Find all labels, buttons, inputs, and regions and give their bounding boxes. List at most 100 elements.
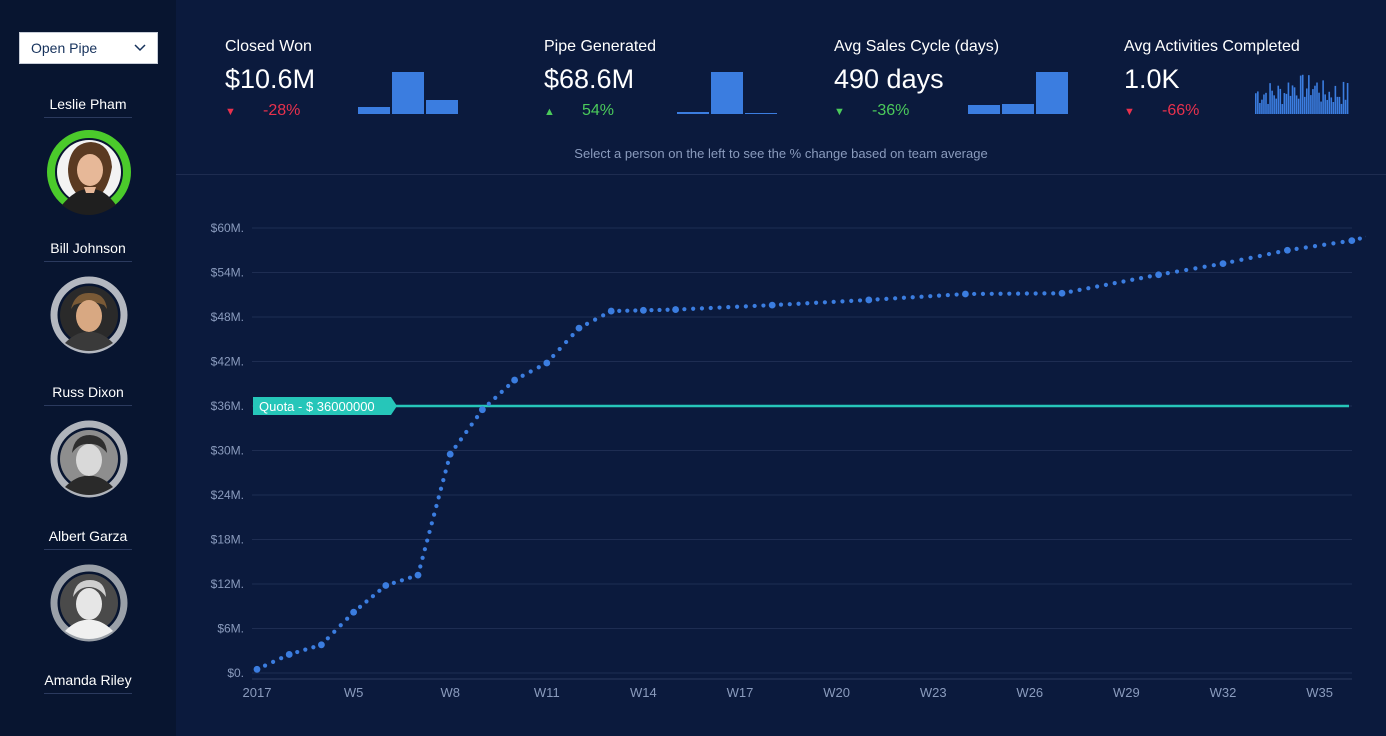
line-dot — [954, 292, 959, 297]
line-dot — [752, 303, 757, 309]
person-name-russ[interactable]: Russ Dixon — [44, 384, 132, 406]
kpi-title: Avg Sales Cycle (days) — [834, 38, 1000, 55]
data-point[interactable] — [1058, 289, 1066, 297]
line-dot — [1357, 236, 1362, 241]
kpi-closed-won[interactable]: Closed Won $10.6M ▼ -28% — [225, 38, 515, 128]
avatar-russ[interactable] — [49, 419, 129, 499]
data-point[interactable] — [1284, 246, 1291, 254]
line-dot — [557, 346, 562, 352]
data-point[interactable] — [672, 306, 679, 313]
activity-sparkbar — [1324, 94, 1326, 114]
data-point[interactable] — [1348, 237, 1356, 245]
data-point[interactable] — [1219, 260, 1227, 267]
line-dot — [364, 599, 369, 604]
selection-hint: Select a person on the left to see the %… — [574, 146, 988, 161]
kpi-avg-sales-cycle[interactable]: Avg Sales Cycle (days) 490 days ▼ -36% — [834, 38, 1104, 128]
activity-sparkbar — [1289, 95, 1292, 114]
line-dot — [1340, 239, 1345, 245]
line-dot — [418, 564, 423, 569]
dashboard-main: Closed Won $10.6M ▼ -28% Pipe Generated $… — [176, 0, 1386, 736]
data-point[interactable] — [1155, 271, 1162, 279]
person-name-albert[interactable]: Albert Garza — [44, 528, 132, 550]
line-dot — [901, 295, 907, 300]
y-tick-label: $48M. — [211, 310, 244, 324]
activity-sparkbar — [1273, 95, 1275, 114]
line-dot — [601, 313, 606, 318]
data-point[interactable] — [414, 571, 422, 579]
x-tick-label: W23 — [920, 685, 947, 700]
sparkbar — [392, 72, 424, 114]
person-name-leslie[interactable]: Leslie Pham — [44, 96, 132, 118]
person-name-bill[interactable]: Bill Johnson — [44, 240, 132, 262]
kpi-title: Closed Won — [225, 38, 312, 55]
line-dot — [429, 521, 434, 526]
line-dot — [1322, 242, 1327, 247]
line-dot — [919, 294, 924, 299]
arrow-up-icon: ▲ — [544, 106, 555, 118]
line-dot — [625, 308, 630, 313]
line-dot — [325, 636, 330, 641]
line-dot — [761, 303, 766, 308]
activity-sparkbar — [1279, 88, 1282, 114]
data-point[interactable] — [511, 376, 518, 384]
line-dot — [928, 294, 933, 299]
activity-sparkbar — [1275, 98, 1277, 114]
y-tick-label: $54M. — [211, 266, 244, 280]
line-dot — [1331, 241, 1336, 246]
data-point[interactable] — [575, 324, 583, 332]
data-point[interactable] — [865, 296, 873, 304]
line-dot — [506, 383, 511, 389]
kpi-change: ▼ -28% — [225, 102, 300, 120]
line-dot — [262, 663, 268, 668]
line-dot — [1112, 281, 1117, 286]
data-point[interactable] — [253, 665, 261, 673]
line-dot — [469, 422, 474, 427]
sparkbar — [745, 113, 777, 114]
kpi-change-value: -36% — [872, 102, 910, 119]
line-dot — [1184, 267, 1189, 273]
line-dot — [551, 353, 556, 359]
data-point[interactable] — [543, 359, 551, 367]
line-dot — [564, 339, 569, 345]
kpi-pipe-generated[interactable]: Pipe Generated $68.6M ▲ 54% — [544, 38, 804, 128]
line-dot — [699, 306, 705, 311]
person-name-amanda[interactable]: Amanda Riley — [44, 672, 132, 694]
kpi-sparkbar-chart — [677, 72, 777, 114]
line-dot — [857, 298, 863, 303]
avatar-albert[interactable] — [49, 563, 129, 643]
kpi-avg-activities[interactable]: Avg Activities Completed 1.0K ▼ -66% — [1124, 38, 1354, 128]
line-dot — [708, 305, 713, 311]
data-point[interactable] — [479, 406, 486, 414]
data-point[interactable] — [962, 290, 969, 298]
activity-sparkbar — [1340, 103, 1343, 114]
data-point[interactable] — [640, 306, 647, 314]
line-dot — [332, 629, 337, 634]
line-dot — [945, 292, 950, 298]
activity-sparkbar — [1297, 98, 1300, 114]
data-point[interactable] — [285, 651, 293, 658]
avatar-leslie[interactable] — [46, 129, 132, 215]
data-point[interactable] — [318, 641, 325, 649]
data-point[interactable] — [607, 307, 615, 315]
people-sidebar: Open Pipe Leslie Pham Bill Johnson Russ … — [0, 0, 176, 736]
activity-sparkbar — [1281, 104, 1284, 114]
activity-sparkbar — [1271, 90, 1273, 114]
line-dot — [998, 291, 1003, 296]
pipe-filter-dropdown[interactable]: Open Pipe — [19, 32, 158, 64]
x-tick-label: W8 — [440, 685, 460, 700]
avatar-bill[interactable] — [49, 275, 129, 355]
line-dot — [805, 301, 810, 306]
line-dot — [1033, 291, 1038, 296]
kpi-value: 490 days — [834, 64, 944, 94]
data-point[interactable] — [768, 301, 776, 309]
data-point[interactable] — [382, 582, 390, 589]
kpi-sparkbar-chart — [968, 72, 1068, 114]
line-dot — [536, 365, 541, 370]
line-dot — [665, 307, 670, 312]
sparkbar — [1002, 104, 1034, 114]
data-point[interactable] — [446, 450, 454, 458]
line-dot — [849, 298, 854, 303]
line-dot — [1147, 274, 1152, 279]
line-dot — [1138, 275, 1144, 281]
data-point[interactable] — [350, 608, 357, 616]
